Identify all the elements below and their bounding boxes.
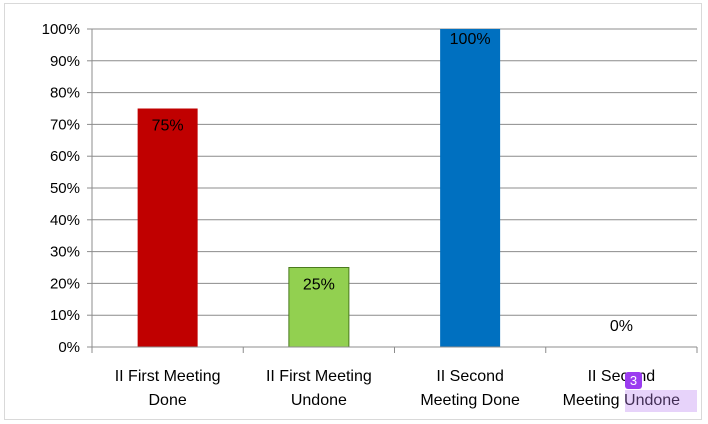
chart-frame <box>4 3 702 420</box>
y-tick-label: 40% <box>50 212 80 229</box>
y-tick-label: 20% <box>50 275 80 292</box>
annotation-badge[interactable]: 3 <box>625 372 642 389</box>
x-category-label: II Second <box>588 368 656 385</box>
x-category-label: II First Meeting <box>115 368 221 385</box>
y-tick-label: 70% <box>50 116 80 133</box>
data-label: 100% <box>450 31 491 48</box>
data-label: 75% <box>152 118 184 135</box>
data-label: 25% <box>303 277 335 294</box>
data-label: 0% <box>610 318 633 335</box>
x-category-label: Done <box>149 392 187 409</box>
x-category-label: Meeting Done <box>420 392 520 409</box>
x-category-label: Meeting Undone <box>563 392 681 409</box>
x-category-label: II Second <box>436 368 504 385</box>
y-tick-label: 90% <box>50 53 80 70</box>
y-tick-label: 80% <box>50 85 80 102</box>
text-selection-highlight <box>625 390 697 412</box>
y-tick-label: 0% <box>58 339 80 356</box>
y-tick-label: 100% <box>42 21 80 38</box>
x-category-label: Undone <box>291 392 347 409</box>
x-category-label: II First Meeting <box>266 368 372 385</box>
y-tick-label: 50% <box>50 180 80 197</box>
bar <box>440 29 501 347</box>
y-tick-label: 10% <box>50 307 80 324</box>
bar <box>288 267 350 348</box>
bar <box>137 108 198 347</box>
y-tick-label: 30% <box>50 244 80 261</box>
y-tick-label: 60% <box>50 148 80 165</box>
